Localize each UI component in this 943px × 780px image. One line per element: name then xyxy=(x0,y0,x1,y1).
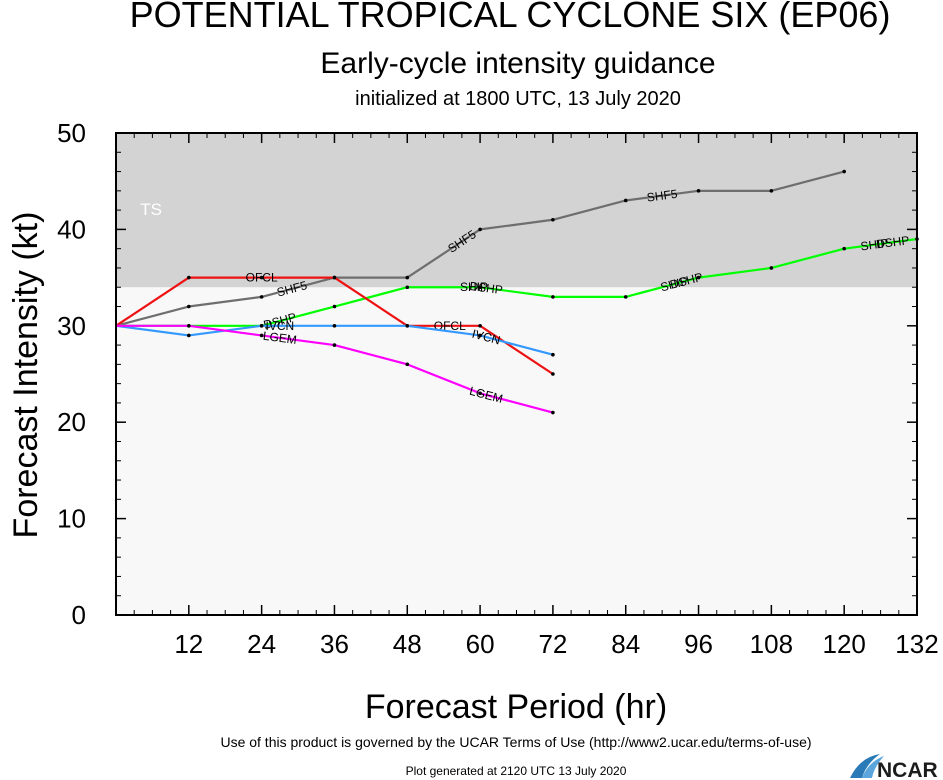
data-point-dshp xyxy=(332,304,337,309)
band-label-ts: TS xyxy=(140,200,162,219)
x-tick-label: 132 xyxy=(895,629,938,659)
series-ship: SHIP SHIP SHIP xyxy=(460,236,889,294)
y-axis-label: Forecast Intensity (kt) xyxy=(7,212,45,539)
series-label-ship: SHIP xyxy=(659,274,690,295)
data-point-shf5 xyxy=(259,295,264,299)
data-point-shf5 xyxy=(478,227,482,232)
data-point-ofcl xyxy=(259,275,264,280)
ncar-logo-text: NCAR xyxy=(877,759,938,780)
x-tick-labels: 12 24 36 48 60 72 84 96 108 120 132 xyxy=(174,629,938,659)
data-point-ofcl xyxy=(478,324,482,328)
data-point-lgem xyxy=(332,343,337,347)
y-tick-label: 20 xyxy=(57,407,86,437)
y-tick-label: 30 xyxy=(57,311,86,341)
band-ts xyxy=(116,133,917,288)
plot-frame xyxy=(115,132,918,616)
data-point-ivcn xyxy=(187,333,191,338)
series-label-shf5: SHF5 xyxy=(646,187,679,205)
ncar-swoosh-icon xyxy=(850,754,880,778)
series-label-ship: SHIP xyxy=(860,236,890,254)
series-label-dshp: DSHP xyxy=(875,233,910,251)
x-tick-label: 24 xyxy=(247,629,276,659)
plot-generated: Plot generated at 2120 UTC 13 July 2020 xyxy=(406,764,627,778)
data-point-shf5 xyxy=(769,189,774,193)
data-point-ivcn xyxy=(478,333,482,338)
data-point-ofcl xyxy=(551,372,555,376)
plot-background: TS xyxy=(116,133,917,615)
data-point-dshp xyxy=(551,295,555,299)
x-axis-label: Forecast Period (hr) xyxy=(365,688,667,726)
below-band-region xyxy=(116,287,917,615)
data-point-shf5 xyxy=(187,304,191,309)
data-point-shf5 xyxy=(696,189,701,193)
x-tick-label: 108 xyxy=(750,629,793,659)
data-point-lgem xyxy=(259,333,264,338)
x-tick-label: 72 xyxy=(538,629,567,659)
data-point-dshp xyxy=(623,295,628,299)
y-tick-labels: 0 10 20 30 40 50 xyxy=(57,118,86,630)
data-point-ofcl xyxy=(332,275,337,280)
data-point-lgem xyxy=(405,362,410,367)
data-point-dshp xyxy=(696,275,701,280)
y-tick-label: 0 xyxy=(72,600,86,630)
x-tick-label: 96 xyxy=(684,629,713,659)
y-tick-label: 50 xyxy=(57,118,86,148)
x-tick-label: 48 xyxy=(393,629,422,659)
init-line: initialized at 1800 UTC, 13 July 2020 xyxy=(355,88,681,110)
x-tick-label: 12 xyxy=(174,629,203,659)
series-label-dshp: DSHP xyxy=(469,279,504,297)
series-label-ofcl: OFCL xyxy=(246,271,278,285)
y-tick-label: 10 xyxy=(57,504,86,534)
series-label-lgem: LGEM xyxy=(262,329,298,347)
x-tick-label: 36 xyxy=(320,629,349,659)
series-line-dshp xyxy=(116,237,918,327)
data-point-dshp xyxy=(405,285,410,290)
data-point-ivcn xyxy=(551,352,555,357)
data-point-lgem xyxy=(478,391,482,396)
data-point-ivcn xyxy=(332,324,337,328)
y-tick-label: 40 xyxy=(57,214,86,244)
terms-of-use: Use of this product is governed by the U… xyxy=(220,734,811,750)
data-point-ivcn xyxy=(259,324,264,328)
chart-title: POTENTIAL TROPICAL CYCLONE SIX (EP06) xyxy=(130,0,891,35)
data-point-lgem xyxy=(551,410,555,415)
chart-subtitle: Early-cycle intensity guidance xyxy=(320,47,715,80)
data-point-lgem xyxy=(187,324,191,328)
data-point-ofcl xyxy=(187,275,191,280)
data-point-ivcn xyxy=(405,324,410,328)
data-point-shf5 xyxy=(842,169,846,174)
data-point-shf5 xyxy=(551,217,555,222)
x-tick-label: 84 xyxy=(611,629,640,659)
ncar-logo: NCAR xyxy=(850,754,938,780)
x-tick-label: 120 xyxy=(822,629,865,659)
data-point-dshp xyxy=(478,285,482,290)
data-point-shf5 xyxy=(405,275,410,280)
data-point-dshp xyxy=(842,246,846,251)
series-label-ivcn: IVCN xyxy=(266,319,295,333)
data-point-shf5 xyxy=(623,198,628,203)
x-tick-label: 60 xyxy=(466,629,495,659)
series-label-ship: SHIP xyxy=(460,280,488,294)
data-point-dshp xyxy=(769,266,774,270)
